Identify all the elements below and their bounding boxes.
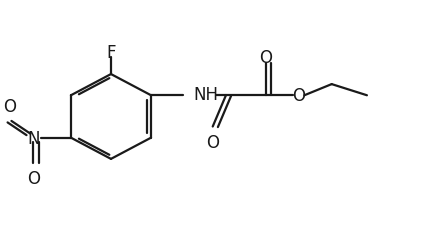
Text: O: O <box>206 134 219 151</box>
Text: O: O <box>259 49 272 67</box>
Text: NH: NH <box>193 86 218 104</box>
Text: O: O <box>27 169 40 187</box>
Text: F: F <box>106 43 116 61</box>
Text: O: O <box>3 98 16 116</box>
Text: O: O <box>292 87 305 105</box>
Text: N: N <box>27 129 40 147</box>
